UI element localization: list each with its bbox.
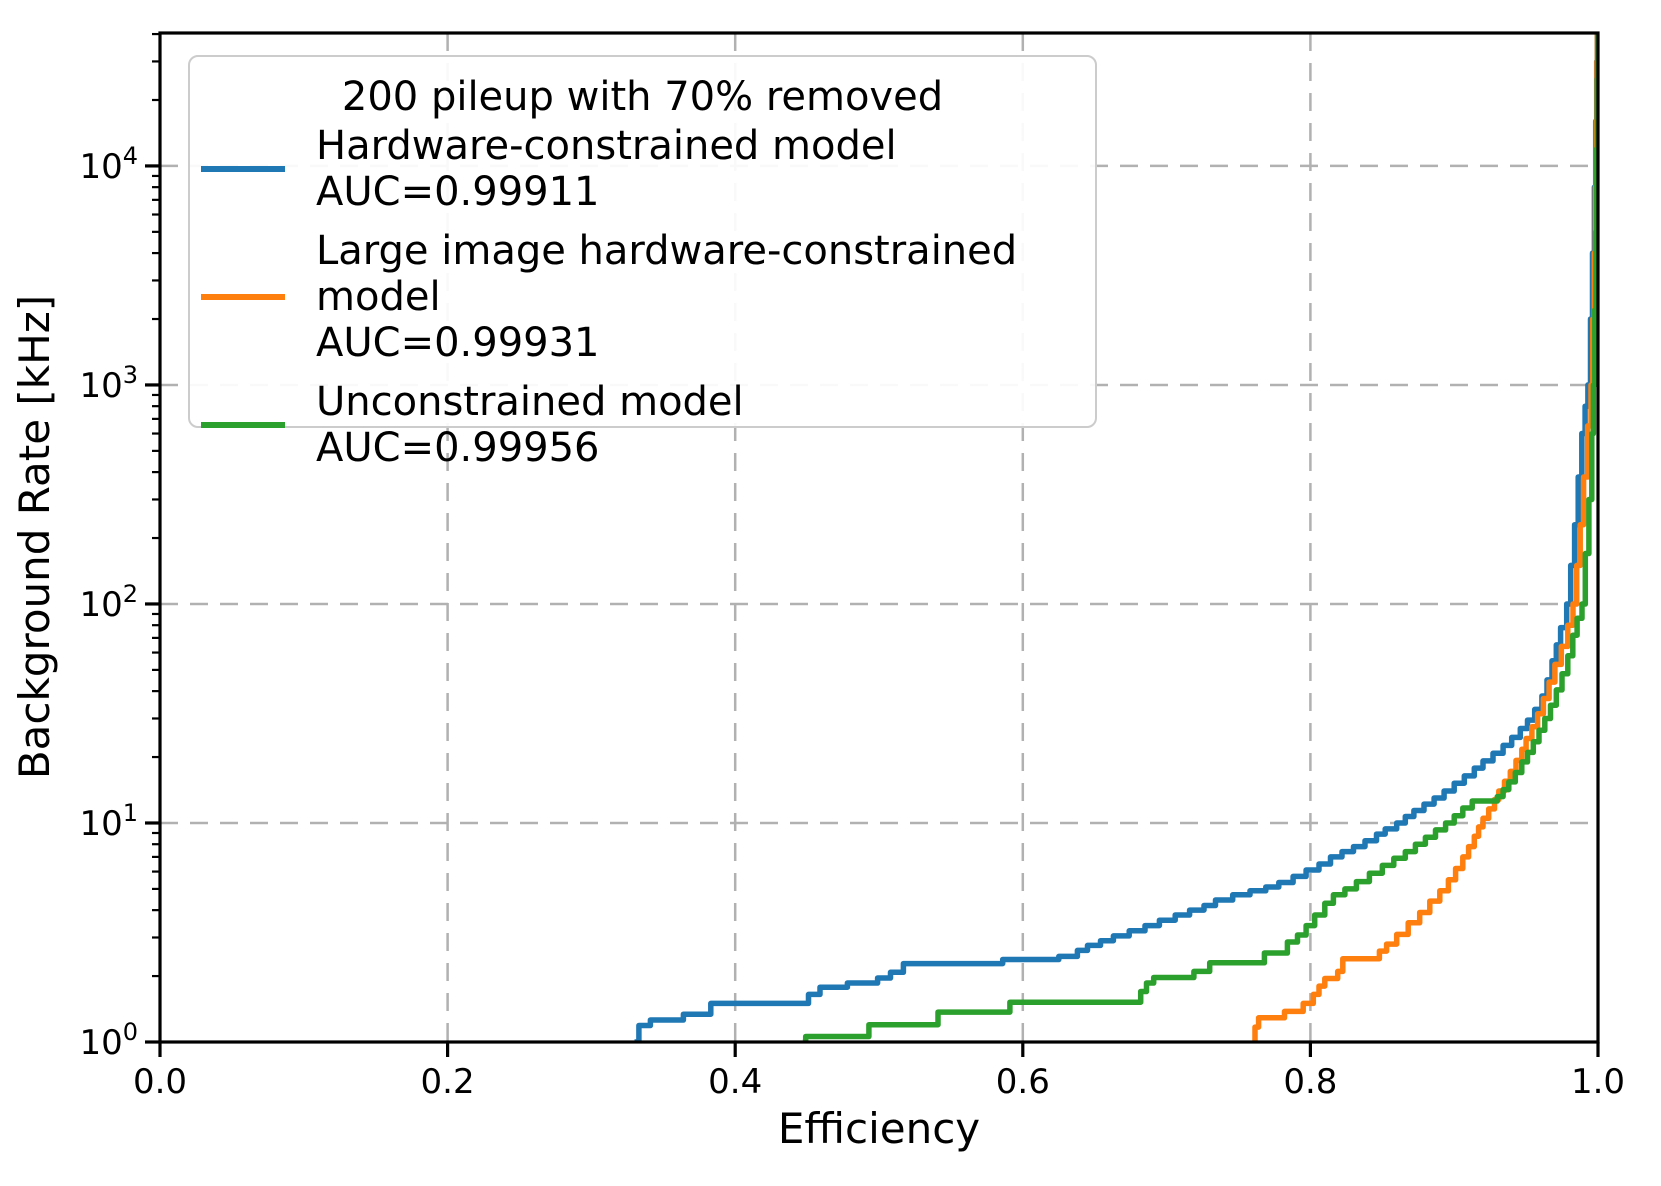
y-tick-label: 102 xyxy=(79,580,138,625)
legend-entry-name: Unconstrained model xyxy=(316,379,744,425)
y-tick-label: 103 xyxy=(79,361,138,406)
legend-entry-labels: Large image hardware-constrained model A… xyxy=(316,228,1095,366)
series-curve-1 xyxy=(1252,33,1598,1042)
legend-entry-name: Hardware-constrained model xyxy=(316,123,897,169)
y-tick-labels: 100 101 102 103 104 xyxy=(79,142,138,1063)
legend-entry-auc: AUC=0.99931 xyxy=(316,320,600,366)
legend-title: 200 pileup with 70% removed xyxy=(341,74,944,120)
legend-entry-labels: Unconstrained model AUC=0.99956 xyxy=(316,379,744,471)
series-curve-2 xyxy=(802,33,1598,1042)
series-curve-0 xyxy=(634,33,1598,1042)
tick-marks xyxy=(145,32,1600,1057)
y-tick-label: 101 xyxy=(79,799,138,844)
legend-entry-labels: Hardware-constrained model AUC=0.99911 xyxy=(316,123,897,215)
x-tick-label: 1.0 xyxy=(1571,1062,1625,1102)
x-tick-label: 0.8 xyxy=(1283,1062,1337,1102)
gridlines xyxy=(160,33,1598,1042)
y-tick-label: 104 xyxy=(79,142,138,187)
x-tick-labels: 0.0 0.2 0.4 0.6 0.8 1.0 xyxy=(133,1062,1625,1102)
legend-line-sample-blue xyxy=(201,165,285,173)
legend-line-sample-orange xyxy=(201,293,285,301)
legend: 200 pileup with 70% removed Hardware-con… xyxy=(188,55,1097,471)
legend-entry-large-image: Large image hardware-constrained model A… xyxy=(201,228,1095,366)
legend-entry-auc: AUC=0.99911 xyxy=(316,169,600,215)
legend-entry-hardware-constrained: Hardware-constrained model AUC=0.99911 xyxy=(201,123,1095,215)
series-curves xyxy=(634,33,1598,1042)
legend-entry-name: Large image hardware-constrained model xyxy=(316,228,1018,320)
legend-entry-auc: AUC=0.99956 xyxy=(316,425,600,471)
y-tick-label: 100 xyxy=(79,1018,138,1063)
x-tick-label: 0.2 xyxy=(421,1062,475,1102)
legend-line-sample-green xyxy=(201,421,285,429)
y-axis-label: Background Rate [kHz] xyxy=(10,294,59,780)
x-tick-label: 0.6 xyxy=(996,1062,1050,1102)
x-tick-label: 0.4 xyxy=(708,1062,762,1102)
legend-entry-unconstrained: Unconstrained model AUC=0.99956 xyxy=(201,379,1095,471)
x-axis-label: Efficiency xyxy=(777,1104,981,1153)
legend-entries: Hardware-constrained model AUC=0.99911 L… xyxy=(190,123,1095,471)
x-tick-label: 0.0 xyxy=(133,1062,187,1102)
